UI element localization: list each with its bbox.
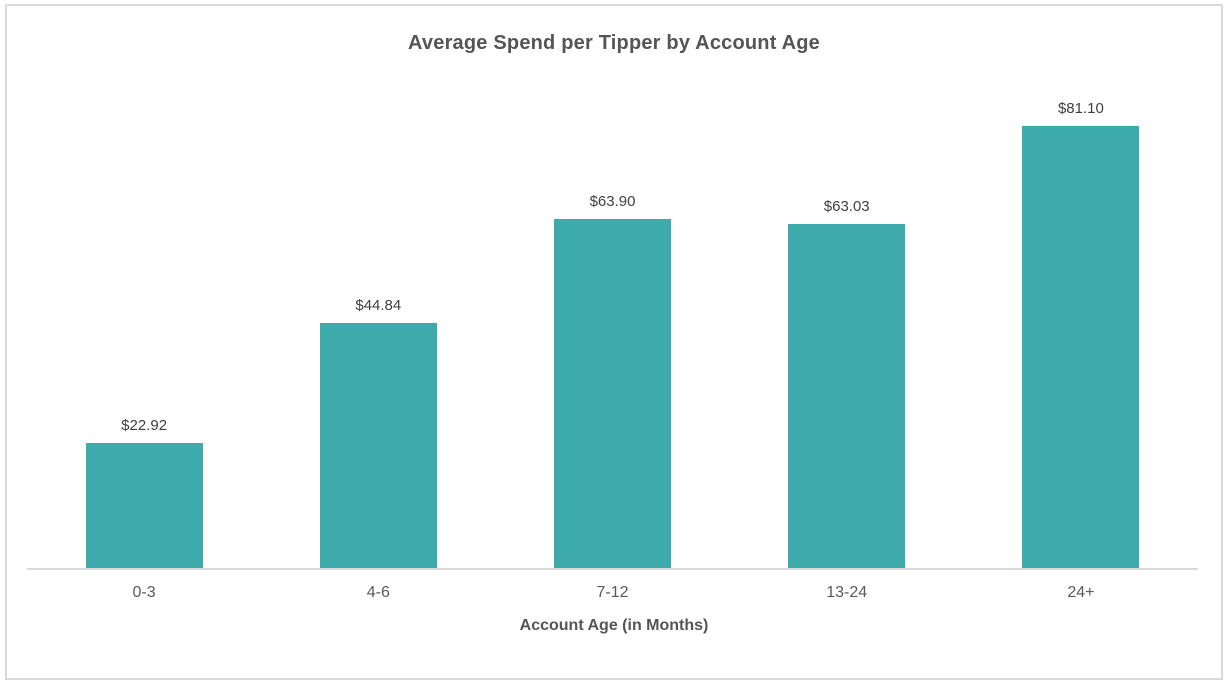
bar-group: $63.03 <box>730 77 964 568</box>
bar-slot: $63.03 <box>730 77 964 568</box>
x-axis-title: Account Age (in Months) <box>519 617 709 634</box>
bar-group: $22.92 <box>27 77 261 568</box>
bar-value-label: $81.10 <box>1057 99 1104 117</box>
bar <box>553 219 672 568</box>
bar-slot: $44.84 <box>261 77 495 568</box>
bar-slot: $81.10 <box>964 77 1198 568</box>
bar-group: $63.90 <box>495 77 729 568</box>
x-tick-label: 4-6 <box>366 584 390 601</box>
plot-area: $22.92 $44.84 $63.90 $63.03 $81.10 <box>27 77 1198 570</box>
x-axis-tick-row: 0-3 4-6 7-12 13-24 24+ <box>27 570 1198 602</box>
chart-frame: Average Spend per Tipper by Account Age … <box>5 4 1223 680</box>
x-tick-label: 0-3 <box>132 584 156 601</box>
x-tick-label: 24+ <box>1067 584 1095 601</box>
bar-slot: $22.92 <box>27 77 261 568</box>
bar <box>85 442 203 568</box>
chart-title: Average Spend per Tipper by Account Age <box>408 32 820 54</box>
bar-value-label: $44.84 <box>355 297 402 315</box>
bar-group: $44.84 <box>261 77 495 568</box>
bar-group: $81.10 <box>964 77 1198 568</box>
x-tick-label: 13-24 <box>826 584 868 601</box>
bar-slot: $63.90 <box>495 77 729 568</box>
bar <box>788 224 906 568</box>
bar-value-label: $22.92 <box>121 416 168 434</box>
bar-value-label: $63.03 <box>823 198 870 216</box>
bar <box>319 323 437 568</box>
bar-value-label: $63.90 <box>589 193 636 211</box>
x-tick-label: 7-12 <box>596 584 629 601</box>
bar <box>1022 125 1140 568</box>
